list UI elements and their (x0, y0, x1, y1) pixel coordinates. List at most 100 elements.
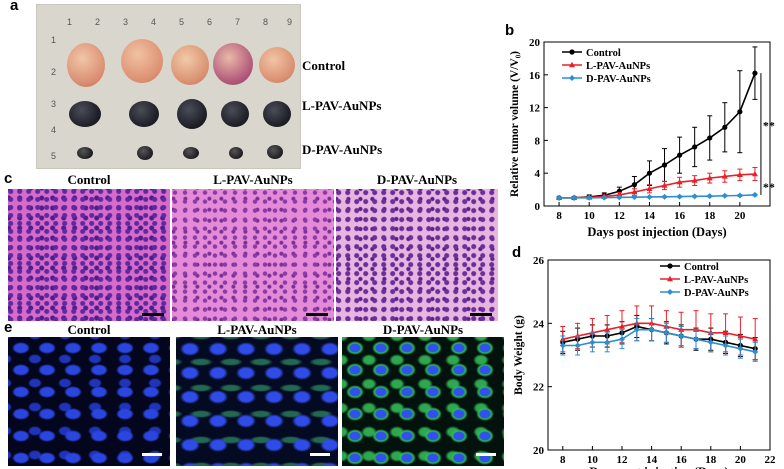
ruler-number: 4 (51, 125, 57, 135)
data-point (752, 348, 759, 355)
data-point (661, 162, 668, 168)
data-point (706, 193, 713, 200)
ruler-number: 9 (287, 17, 293, 27)
tumor-control (259, 47, 295, 83)
x-tick-label: 22 (765, 454, 777, 466)
data-point (646, 193, 653, 200)
legend-label: D-PAV-AuNPs (586, 74, 651, 85)
data-point (691, 177, 698, 183)
body-weight-chart: 8 10 12 14 16 18 20 22 20 22 24 26 Days post injecti… (513, 255, 777, 469)
x-tick-label: 20 (734, 210, 746, 222)
scale-bar (142, 313, 164, 316)
y-tick-label: 16 (529, 70, 541, 82)
scale-bar (142, 453, 162, 456)
data-point (633, 326, 640, 333)
fluor-title-control: Control (67, 322, 111, 337)
data-point (751, 191, 758, 198)
data-point (722, 342, 729, 349)
ruler-number: 1 (51, 35, 57, 45)
ruler-number: 8 (263, 17, 269, 27)
ruler-number: 3 (51, 99, 57, 109)
ruler-number: 1 (67, 17, 73, 27)
data-point (646, 170, 653, 176)
legend-label: L-PAV-AuNPs (684, 275, 748, 286)
data-point (661, 193, 668, 200)
data-point (722, 124, 728, 130)
y-tick-label: 4 (535, 168, 541, 180)
legend-marker (569, 49, 575, 55)
data-point (631, 182, 637, 188)
ruler-number: 2 (51, 67, 57, 77)
fluorescence-image-d (342, 337, 504, 466)
y-axis-label: Relative tumor volume (V/V₀) (509, 51, 521, 197)
legend-marker (569, 61, 575, 68)
ruler-number: 2 (95, 17, 101, 27)
data-point (586, 194, 593, 201)
y-tick-label: 26 (533, 255, 545, 267)
data-point (721, 192, 728, 199)
data-point (693, 336, 699, 343)
data-point (752, 70, 758, 76)
tumor-d (77, 147, 93, 159)
ruler-number: 7 (235, 17, 241, 27)
scale-bar (306, 313, 328, 316)
data-point (661, 182, 668, 188)
plot-frame (547, 259, 771, 451)
data-point (604, 326, 611, 332)
data-point (678, 333, 685, 339)
panel-label-c: c (4, 170, 13, 187)
x-tick-label: 12 (614, 210, 626, 222)
scale-bar (310, 453, 330, 456)
histology-title-control: Control (67, 172, 111, 187)
x-tick-label: 14 (646, 454, 658, 466)
data-point (722, 329, 729, 336)
y-tick-label: 20 (529, 37, 541, 49)
data-point (707, 135, 713, 141)
legend-marker (667, 289, 673, 295)
data-point (676, 193, 683, 200)
x-tick-label: 8 (556, 210, 562, 222)
data-point (556, 194, 563, 201)
legend-label: Control (684, 262, 719, 273)
ruler-number: 6 (207, 17, 213, 27)
plot-frame (543, 41, 771, 207)
x-tick-label: 18 (705, 454, 717, 466)
y-tick-label: 22 (533, 382, 545, 394)
tumor-d (137, 146, 153, 160)
x-tick-label: 20 (735, 454, 747, 466)
data-point (736, 192, 743, 199)
histology-image-control (8, 189, 170, 321)
tumor-l (177, 99, 207, 129)
significance-marker: ** (763, 119, 775, 133)
significance-marker: ** (763, 180, 775, 194)
tumor-control (171, 45, 209, 85)
panel-label-a: a (10, 0, 19, 14)
x-tick-label: 8 (560, 454, 566, 466)
group-label-l: L-PAV-AuNPs (302, 98, 382, 113)
fluorescence-image-control (8, 337, 170, 466)
tumor-l (263, 101, 291, 127)
ruler-number: 4 (151, 17, 157, 27)
data-point (737, 345, 744, 352)
scale-bar (476, 453, 496, 456)
histology-image-d (336, 189, 498, 321)
data-point (737, 109, 743, 115)
data-point (706, 174, 713, 181)
tumor-d (183, 147, 199, 159)
histology-title-d: D-PAV-AuNPs (376, 172, 458, 187)
tumor-d (229, 147, 243, 159)
panel-label-b: b (505, 22, 515, 39)
data-point (571, 194, 578, 201)
histology-image-l (172, 189, 334, 321)
legend-label: Control (586, 48, 621, 59)
x-tick-label: 14 (644, 210, 656, 222)
data-point (676, 179, 683, 185)
tumor-l (129, 101, 159, 127)
ruler-number: 5 (51, 151, 57, 161)
data-point (604, 339, 611, 346)
data-point (589, 339, 596, 346)
tumor-l (69, 101, 101, 127)
tumor-control (213, 43, 253, 85)
data-point (737, 332, 744, 339)
data-point (736, 171, 743, 178)
